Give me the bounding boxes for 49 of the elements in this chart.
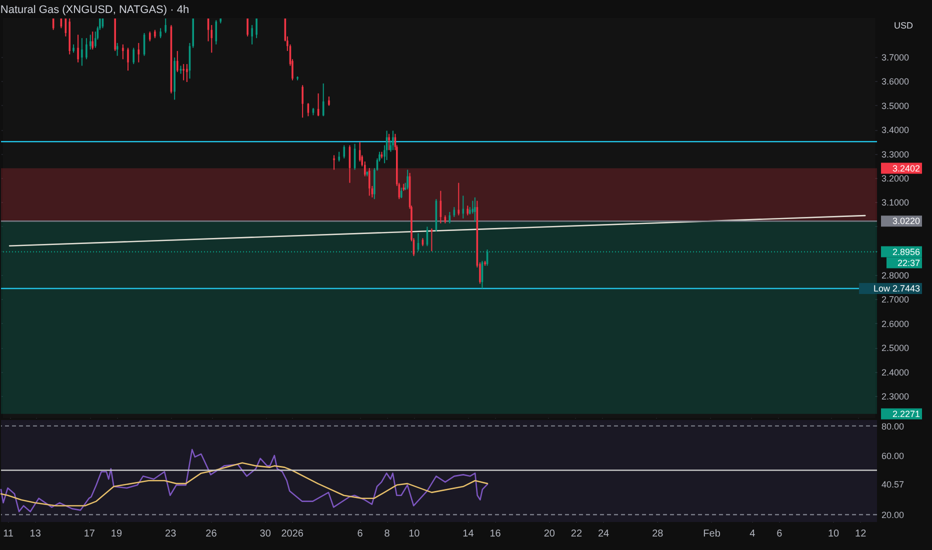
x-tick-label: 12 bbox=[855, 528, 867, 540]
y-tick-label: 2.7000 bbox=[882, 294, 910, 305]
y-tick-label: 3.7000 bbox=[882, 52, 910, 62]
y-tick-label: 40.57 bbox=[882, 480, 904, 490]
line-series bbox=[0, 462, 488, 506]
y-tick-label: 60.00 bbox=[882, 450, 904, 461]
x-tick-label: 10 bbox=[408, 528, 420, 540]
y-tick-label: 3.6000 bbox=[882, 76, 910, 87]
band-label: 2.2271 bbox=[892, 408, 920, 419]
y-axis-title: USD bbox=[894, 20, 914, 30]
ref-line-label: Low 2.7443 bbox=[873, 283, 920, 294]
band-label: 3.2402 bbox=[892, 163, 920, 174]
y-tick-label: 80.00 bbox=[882, 421, 904, 432]
x-tick-label: 2026 bbox=[281, 528, 304, 540]
y-tick-label: 3.5000 bbox=[882, 100, 910, 111]
y-tick-label: 2.8000 bbox=[882, 270, 910, 280]
line-series bbox=[0, 448, 488, 512]
x-tick-label: 11 bbox=[3, 528, 14, 540]
x-tick-label: 28 bbox=[652, 528, 664, 540]
y-tick-label: 3.1000 bbox=[882, 198, 910, 208]
x-tick-label: 30 bbox=[260, 528, 272, 540]
x-tick-label: 6 bbox=[776, 528, 783, 540]
y-tick-label: 2.5000 bbox=[882, 343, 910, 354]
chart-title: Natural Gas (XNGUSD, NATGAS) · 4h bbox=[0, 4, 190, 16]
y-tick-label: 2.4000 bbox=[882, 367, 910, 378]
text: 22:37 bbox=[897, 258, 920, 268]
x-tick-label: Feb bbox=[703, 528, 721, 540]
x-tick-label: 16 bbox=[490, 528, 502, 540]
x-tick-label: 8 bbox=[384, 528, 390, 540]
ref-line-label: 3.0220 bbox=[892, 216, 920, 226]
x-tick-label: 6 bbox=[357, 528, 364, 540]
x-tick-label: 17 bbox=[84, 528, 96, 540]
y-tick-label: 2.3000 bbox=[882, 392, 910, 402]
x-tick-label: 22 bbox=[570, 528, 582, 540]
x-tick-label: 26 bbox=[206, 528, 218, 540]
y-tick-label: 3.3000 bbox=[882, 149, 910, 160]
y-tick-label: 3.2000 bbox=[882, 174, 910, 184]
x-tick-label: 19 bbox=[110, 528, 122, 540]
y-tick-label: 20.00 bbox=[882, 510, 904, 520]
ref-line-label: 2.8956 bbox=[892, 246, 920, 257]
x-tick-label: 4 bbox=[750, 528, 756, 540]
x-tick-label: 20 bbox=[544, 528, 556, 540]
x-tick-label: 24 bbox=[598, 528, 610, 540]
x-tick-label: 14 bbox=[462, 528, 474, 540]
y-tick-label: 2.6000 bbox=[882, 318, 910, 329]
x-tick-label: 13 bbox=[30, 528, 42, 540]
x-tick-label: 23 bbox=[165, 528, 177, 540]
y-tick-label: 3.4000 bbox=[882, 125, 910, 136]
x-tick-label: 10 bbox=[828, 528, 840, 540]
